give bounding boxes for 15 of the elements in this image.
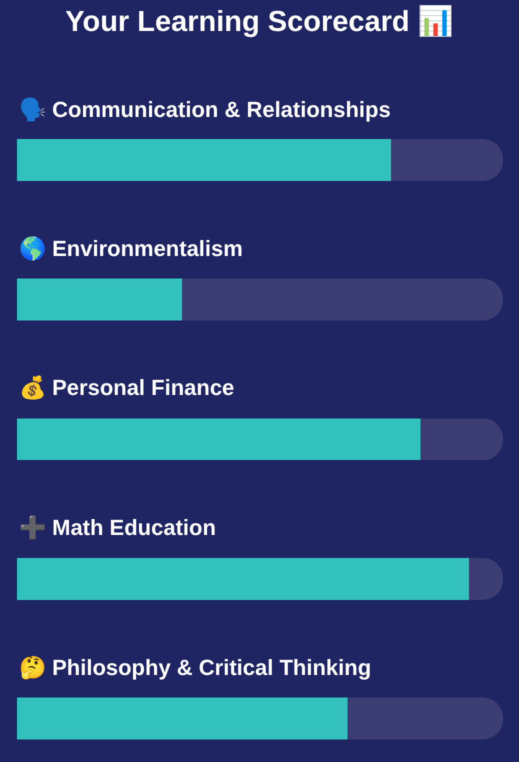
y-tick-label: ➕ Math Education (19, 515, 216, 540)
bar (17, 698, 348, 740)
chart-title: Your Learning Scorecard 📊 (65, 4, 454, 38)
bar (391, 139, 503, 181)
bar (17, 558, 469, 600)
bar (17, 278, 182, 321)
bar (182, 278, 503, 321)
bar (420, 418, 503, 460)
y-tick-label: 🌎 Environmentalism (19, 236, 243, 261)
bar (17, 139, 392, 181)
y-tick-label: 🤔 Philosophy & Critical Thinking (19, 655, 372, 680)
bar (347, 698, 503, 740)
bar (17, 418, 420, 460)
y-tick-label: 🗣 Communication & Relationships (19, 97, 391, 122)
y-tick-label: 💰 Personal Finance (19, 375, 234, 401)
